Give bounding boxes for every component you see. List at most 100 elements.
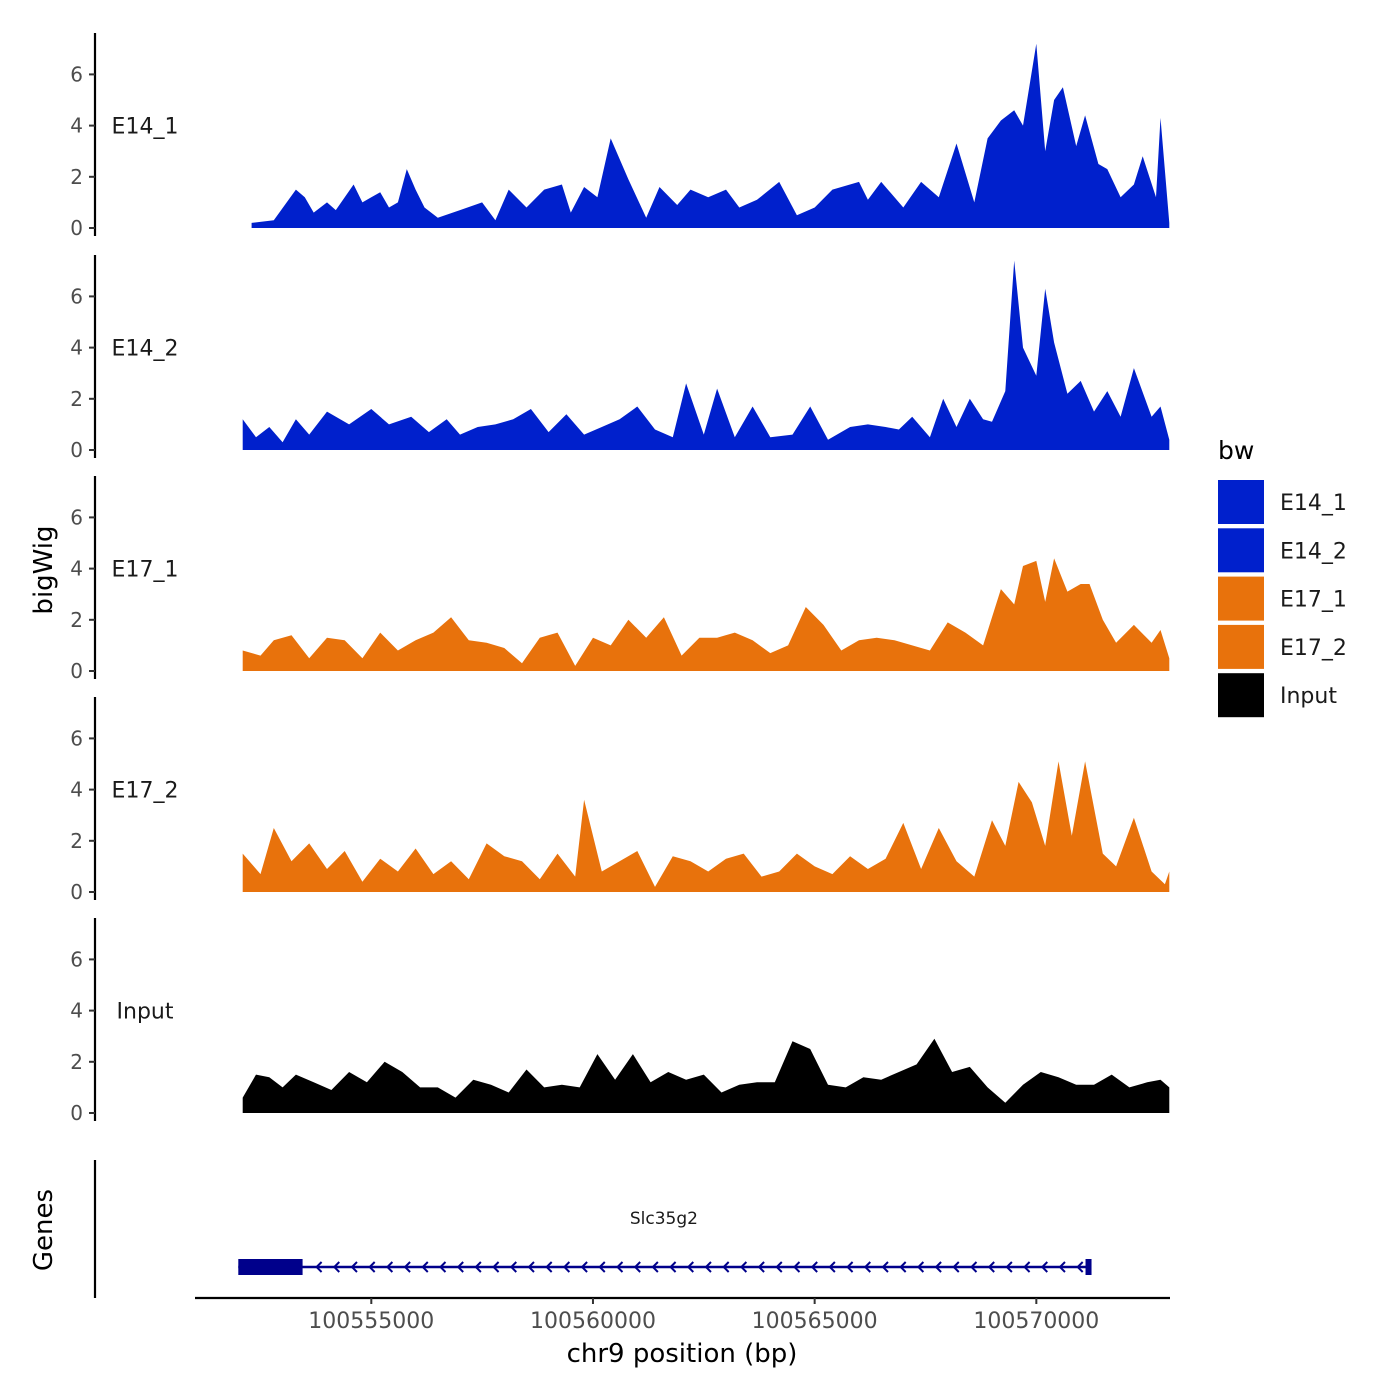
legend-label: E14_1 [1280,491,1347,516]
x-tick-label: 100555000 [308,1309,434,1334]
strand-arrow [987,1261,995,1273]
legend-swatch-e17-2 [1218,624,1264,669]
strand-arrow [1076,1261,1084,1273]
x-tick-label: 100570000 [973,1309,1099,1334]
series-area-e14-2 [242,260,1170,450]
strand-arrow [439,1261,447,1273]
strand-arrow [545,1261,553,1273]
strand-arrow [739,1261,748,1273]
track-label: E17_2 [112,779,179,804]
track-label: Input [117,1000,174,1025]
strand-arrow [368,1261,376,1273]
legend-title: bw [1218,436,1254,465]
track-label: E14_2 [112,337,179,362]
legend-label: E17_2 [1280,636,1347,661]
track-panel-e17-2: 0 2 4 6 E17_2 [70,697,1170,904]
y-tick-label: 4 [70,778,83,802]
strand-arrow [846,1261,854,1273]
track-panel-e14-1: 0 2 4 6 E14_1 [70,33,1170,240]
legend-label: Input [1280,684,1337,709]
track-panel-e17-1: 0 2 4 6 E17_1 [70,476,1170,683]
gene-exon-end [1085,1259,1092,1275]
legend-swatch-e14-2 [1218,528,1264,573]
y-tick-label: 2 [70,829,83,853]
strand-arrow [598,1261,606,1273]
strand-arrow [651,1261,659,1273]
y-tick-label: 2 [70,608,83,632]
strand-arrow [686,1261,694,1273]
y-tick-label: 0 [70,1101,83,1125]
strand-arrow [562,1261,571,1273]
strand-arrow [934,1261,942,1273]
legend-swatch-e14-1 [1218,480,1264,524]
strand-arrow [916,1261,925,1273]
strand-arrow [315,1261,323,1273]
legend-label: E17_1 [1280,588,1347,613]
gene-name-label: Slc35g2 [630,1209,698,1229]
strand-arrow [1058,1261,1066,1273]
strand-arrow [722,1261,730,1273]
strand-arrow [403,1261,411,1273]
legend-label: E14_2 [1280,539,1347,564]
y-tick-label: 0 [70,438,83,462]
y-tick-label: 4 [70,336,83,360]
strand-arrow [704,1261,712,1273]
y-tick-label: 2 [70,1050,83,1074]
strand-arrow [492,1261,500,1273]
x-axis-title: chr9 position (bp) [567,1339,798,1369]
x-axis: 100555000 100560000 100565000 100570000 [195,1296,1170,1334]
y-tick-label: 6 [70,62,83,86]
strand-arrow [828,1261,836,1273]
strand-arrow [757,1261,765,1273]
strand-arrow [881,1261,889,1273]
strand-arrow [970,1261,978,1273]
strand-arrow [616,1261,624,1273]
y-tick-label: 4 [70,557,83,581]
track-label: E14_1 [112,115,179,140]
y-tick-label: 0 [70,659,83,683]
y-tick-label: 6 [70,284,83,308]
series-area-e14-1 [251,43,1170,229]
y-tick-label: 4 [70,114,83,138]
track-panel-e14-2: 0 2 4 6 E14_2 [70,255,1170,462]
y-tick-label: 6 [70,505,83,529]
series-area-e17-1 [242,558,1170,671]
track-panel-input: 0 2 4 6 Input [70,918,1170,1125]
legend-swatch-input [1218,673,1264,718]
strand-arrow [810,1261,818,1273]
genes-axis-title: Genes [29,1189,59,1271]
y-tick-label: 2 [70,387,83,411]
strand-arrow [1040,1261,1048,1273]
x-tick-label: 100565000 [752,1309,878,1334]
y-tick-label: 2 [70,165,83,189]
y-tick-label: 0 [70,216,83,240]
strand-arrow [332,1261,340,1273]
strand-arrow [527,1261,535,1273]
x-tick-label: 100560000 [530,1309,656,1334]
strand-arrow [580,1261,588,1273]
y-axis-title: bigWig [29,525,59,614]
strand-arrow [350,1261,358,1273]
strand-arrow [456,1261,464,1273]
strand-arrow [1023,1261,1031,1273]
strand-arrow [509,1261,517,1273]
strand-arrow [1005,1261,1013,1273]
strand-arrow [775,1261,783,1273]
track-label: E17_1 [112,558,179,583]
strand-arrow [474,1261,482,1273]
series-area-e17-2 [242,761,1170,892]
strand-arrow [863,1261,871,1273]
genes-track: Slc35g2 [93,1160,1092,1298]
gene-exon [238,1259,303,1275]
strand-arrow [669,1261,677,1273]
strand-arrow [793,1261,801,1273]
strand-arrow [385,1261,394,1273]
y-tick-label: 6 [70,726,83,750]
strand-arrow [421,1261,429,1273]
legend-swatch-e17-1 [1218,576,1264,621]
y-tick-label: 6 [70,947,83,971]
track-panels: 0 2 4 6 E14_1 0 2 4 6 E14_2 0 2 4 6 E17_1 0 2 4 6 E17_2 0 2 4 6… [70,33,1170,1125]
strand-arrow [952,1261,960,1273]
legend: bw E14_1 E14_2 E17_1 E17_2 Input [1218,436,1347,718]
series-area-input [242,1038,1170,1113]
